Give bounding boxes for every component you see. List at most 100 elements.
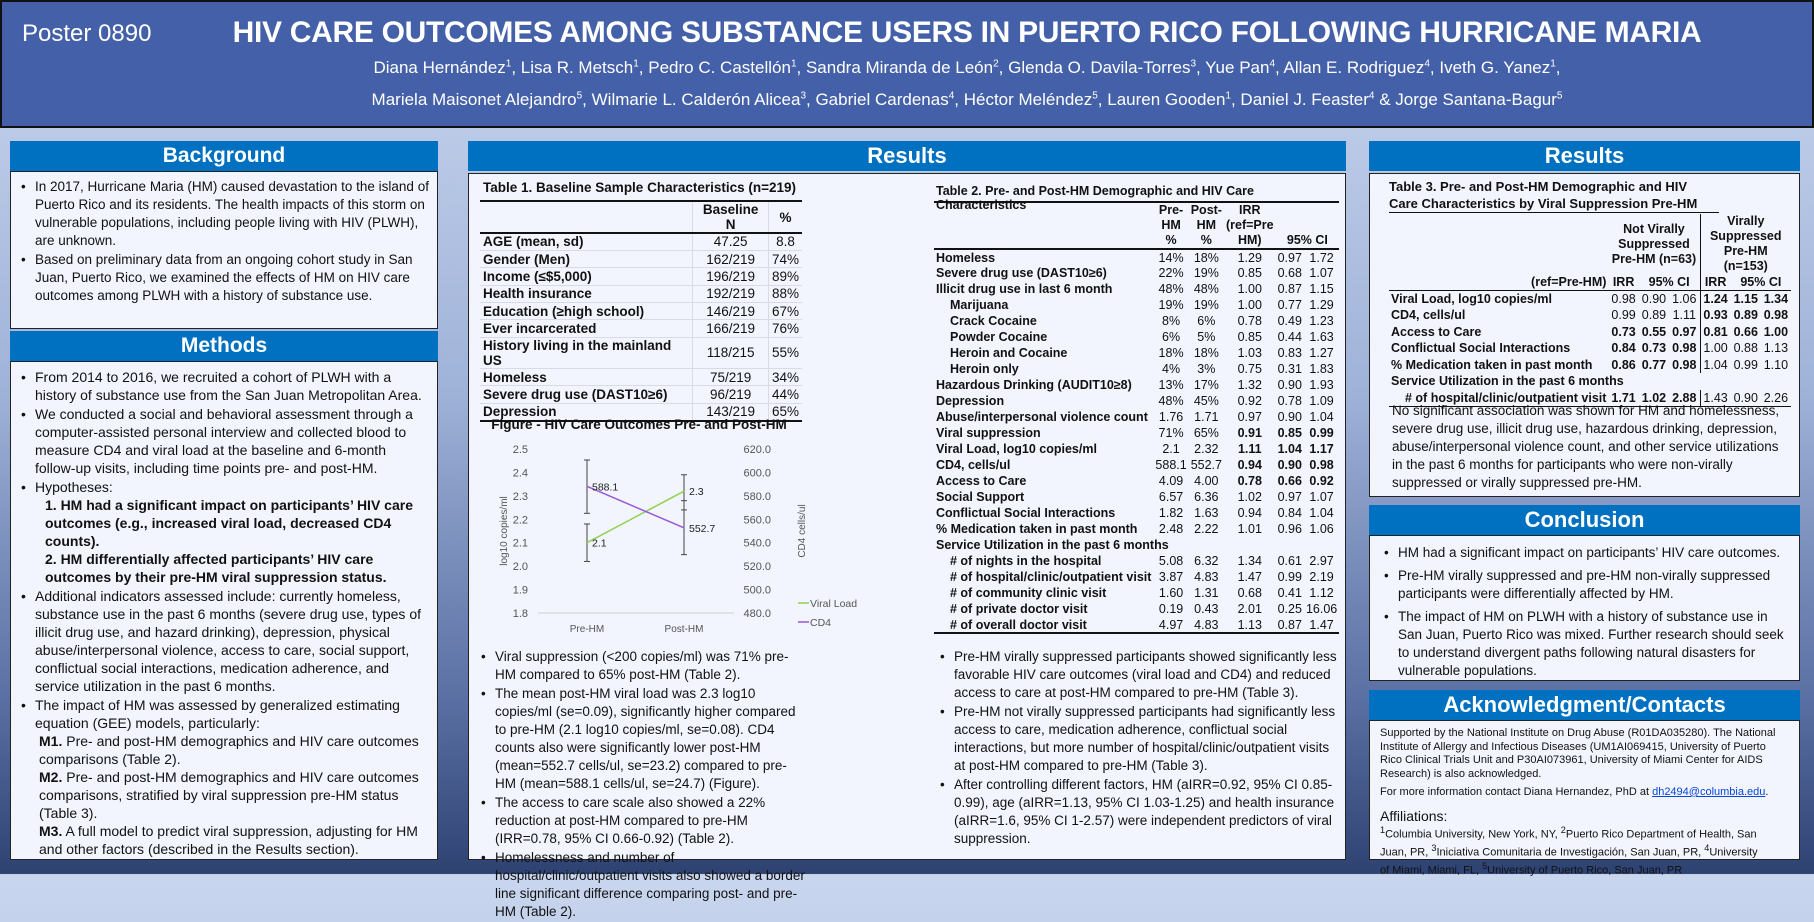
table1-value: 76%: [767, 319, 802, 338]
results-bullet: Viral suppression (<200 copies/ml) was 7…: [475, 648, 805, 684]
table3-ref-label: (ref=Pre-HM): [1531, 274, 1607, 289]
table2-pre: 4%: [1162, 362, 1181, 376]
table2-pre: 71%: [1158, 426, 1184, 440]
table1-label: AGE (mean, sd): [480, 233, 693, 251]
table2-header-cell: [934, 202, 1153, 249]
author-name: Gabriel Cardenas: [815, 90, 949, 109]
poster-id: Poster 0890: [22, 20, 152, 47]
table3-value: 1.06: [1672, 292, 1697, 306]
table2-lo: 0.97: [1277, 250, 1302, 265]
table3-value: 0.81: [1699, 323, 1731, 340]
table2-lo: 0.90: [1277, 458, 1302, 472]
table2-label: Marijuana: [950, 298, 1009, 312]
table1-value: 192/219: [692, 285, 769, 304]
table1-value: 47.25: [692, 233, 769, 251]
table2-lo: 0.49: [1277, 314, 1302, 328]
table2-irr: 0.78: [1237, 474, 1262, 488]
table2-post: 1.63: [1194, 506, 1219, 520]
table2-pre: 2.48: [1158, 522, 1184, 536]
table1-value: 67%: [767, 302, 802, 321]
table2-pre: 1.82: [1158, 506, 1184, 520]
author-name: Iveth G. Yanez: [1439, 58, 1551, 77]
author-name: Jorge Santana-Bagur: [1395, 90, 1557, 109]
table-row: Hazardous Drinking (AUDIT10≥8) 13% 17% 1.32…: [934, 377, 1339, 393]
table2-lo: 0.84: [1277, 506, 1302, 520]
table3-value: 1.00: [1699, 340, 1731, 357]
table2-pre: 2.1: [1162, 442, 1180, 456]
table2-hi: 1.93: [1309, 378, 1334, 392]
results-bullet: Pre-HM not virally suppressed participan…: [934, 703, 1339, 775]
table1-label: Severe drug use (DAST10≥6): [480, 385, 693, 404]
table1-value: 55%: [767, 337, 802, 369]
table2-pre: 13%: [1158, 378, 1184, 392]
table2-irr: 0.94: [1237, 458, 1262, 472]
table3-label: Viral Load, log10 copies/ml: [1391, 292, 1552, 306]
table-row: % Medication taken in past month 2.48 2.22…: [934, 521, 1339, 537]
table3-value: 0.90: [1733, 390, 1758, 405]
methods-bullet: From 2014 to 2016, we recruited a cohort…: [15, 368, 429, 404]
background-bullet: Based on preliminary data from an ongoin…: [15, 251, 429, 305]
table2-pre: 5.08: [1158, 554, 1184, 568]
x-tick-label: Pre-HM: [570, 624, 604, 635]
table2-pre: 0.19: [1158, 602, 1184, 616]
table-row: Illicit drug use in last 6 month 48% 48% 1.…: [934, 281, 1339, 297]
table2-lo: 0.87: [1277, 617, 1302, 632]
table3-ci-header: 95% CI: [1648, 274, 1690, 289]
model-text: A full model to predict viral suppressio…: [39, 823, 418, 857]
table2-post: 1.71: [1194, 410, 1219, 424]
table2-hi: 2.19: [1309, 570, 1334, 584]
table1-label: Education (≥high school): [480, 302, 693, 321]
table2-hi: 1.04: [1309, 506, 1334, 520]
table-row: # of hospital/clinic/outpatient visit 1.7…: [1389, 389, 1791, 406]
results-bullet: Pre-HM virally suppressed participants s…: [934, 648, 1339, 702]
y-left-tick-label: 2.5: [513, 444, 528, 456]
author-name: Sandra Miranda de León: [805, 58, 994, 77]
contact-email-link[interactable]: dh2494@columbia.edu: [1652, 786, 1766, 798]
table-row: Heroin and Cocaine 18% 18% 1.03 0.83 1.27: [934, 345, 1339, 361]
table3-value: 0.98: [1672, 341, 1697, 356]
table2-irr: 1.13: [1237, 617, 1262, 632]
author-affiliation-number: 5: [1092, 90, 1098, 102]
table2-post: 0.43: [1194, 602, 1219, 616]
conclusion-bullet: Pre-HM virally suppressed and pre-HM non…: [1378, 567, 1791, 603]
table1-label: Income (≤$5,000): [480, 267, 693, 286]
table2-hi: 0.99: [1309, 426, 1334, 440]
table2-lo: 0.78: [1277, 394, 1302, 408]
hypothesis-2: 2. HM differentially affected participan…: [45, 551, 387, 585]
table-row: % Medication taken in past month 0.86 0.77…: [1389, 356, 1791, 373]
table2-pre: 14%: [1158, 250, 1184, 265]
table2-post: 5%: [1197, 330, 1216, 344]
author-name: Glenda O. Davila-Torres: [1008, 58, 1191, 77]
table2-label: Heroin and Cocaine: [950, 346, 1068, 360]
affiliation-number: 5: [1482, 860, 1488, 871]
table1-value: 88%: [767, 285, 802, 304]
table1-label: Depression: [480, 403, 693, 422]
contact-line: For more information contact Diana Herna…: [1380, 786, 1789, 800]
methods-bullet: We conducted a social and behavioral ass…: [15, 405, 429, 477]
table2-hi: 1.06: [1309, 522, 1334, 536]
table1-value: 166/219: [692, 319, 769, 338]
table2-label: Viral suppression: [936, 426, 1041, 440]
table2-label: # of community clinic visit: [950, 586, 1107, 600]
table2-pre: 588.1: [1155, 458, 1187, 472]
table2-post: 65%: [1193, 426, 1219, 440]
authors-line-1: Diana Hernández1, Lisa R. Metsch1, Pedro…: [373, 58, 1561, 77]
author-name: Diana Hernández: [373, 58, 506, 77]
table2-lo: 0.41: [1277, 586, 1302, 600]
table2-label: # of nights in the hospital: [950, 554, 1102, 568]
y-right-axis-label: CD4 cells/ul: [797, 504, 808, 557]
table1-caption: Table 1. Baseline Sample Characteristics…: [483, 180, 797, 195]
affiliation-number: 4: [1704, 842, 1710, 853]
table2-post: 45%: [1193, 394, 1219, 408]
table2-hi: 1.07: [1309, 490, 1334, 504]
model-2: M2. Pre- and post-HM demographics and HI…: [35, 768, 429, 822]
table-row: AGE (mean, sd) 47.25 8.8: [480, 233, 802, 251]
table1-header-cell: Baseline N: [692, 200, 769, 234]
table3-group-not-suppressed: Not Virally Suppressed Pre-HM (n=63): [1611, 221, 1697, 266]
table-row: Depression 143/219 65%: [480, 403, 802, 422]
table2-irr: 1.02: [1237, 490, 1262, 504]
author-name: Pedro C. Castellón: [648, 58, 791, 77]
author-affiliation-number: 4: [1424, 58, 1430, 70]
table-row: Service Utilization in the past 6 months: [1389, 373, 1791, 390]
table3-value: 0.98: [1611, 292, 1636, 306]
